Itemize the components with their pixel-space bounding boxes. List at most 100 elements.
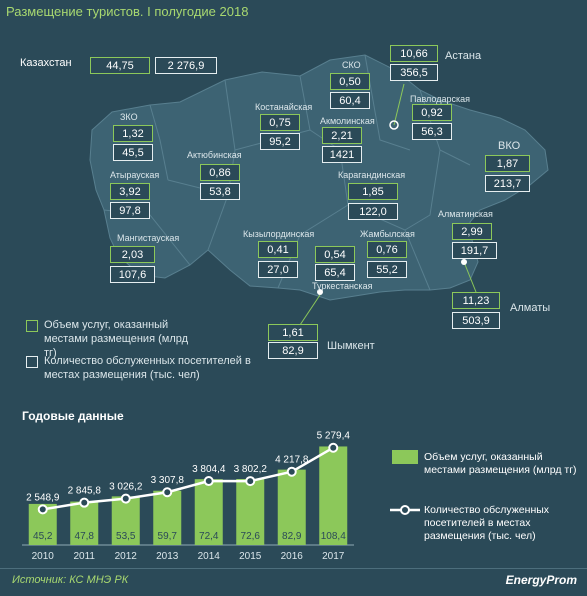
- vko-label: ВКО: [498, 140, 521, 152]
- almaty-marker: [461, 259, 467, 265]
- almaty-visitors: 503,9: [452, 312, 500, 329]
- page-title: Размещение туристов. I полугодие 2018: [6, 4, 249, 19]
- zhambyl-visitors: 55,2: [367, 261, 407, 278]
- kazakhstan-visitors: 2 276,9: [155, 57, 217, 74]
- pavlodar-services: 0,92: [412, 104, 452, 121]
- almaty-region-services: 2,99: [452, 223, 492, 240]
- karaganda-label: Карагандинская: [338, 170, 406, 180]
- shymkent-visitors: 82,9: [268, 342, 318, 359]
- kazakhstan-label: Казахстан: [20, 57, 72, 69]
- kostanay-visitors: 95,2: [260, 133, 300, 150]
- mangystau-services: 2,03: [110, 246, 155, 263]
- line-label-2011: 2 845,8: [68, 486, 102, 497]
- zko-services: 1,32: [113, 125, 153, 142]
- chart-legend-line-point: [400, 505, 410, 515]
- shymkent-services: 1,61: [268, 324, 318, 341]
- bar-label-2017: 108,4: [321, 531, 346, 542]
- bar-2017: [319, 446, 348, 545]
- tick-label-2014: 2014: [198, 551, 221, 562]
- bar-2012: [111, 496, 140, 545]
- astana-services: 10,66: [390, 45, 438, 62]
- line-label-2015: 3 802,2: [234, 464, 268, 475]
- tick-label-2012: 2012: [115, 551, 138, 562]
- bar-label-2014: 72,4: [199, 531, 219, 542]
- atyrau-label: Атырауская: [110, 170, 160, 180]
- turkestan-label: Туркестанская: [312, 281, 373, 291]
- almaty-leader: [463, 261, 477, 293]
- chart-legend-bar-swatch: [392, 450, 418, 464]
- tick-label-2011: 2011: [73, 551, 95, 562]
- line-label-2012: 3 026,2: [109, 482, 143, 493]
- almaty-services: 11,23: [452, 292, 500, 309]
- vko-services: 1,87: [485, 155, 530, 172]
- bar-label-2011: 47,8: [75, 531, 95, 542]
- bar-label-2016: 82,9: [282, 531, 302, 542]
- tick-label-2016: 2016: [281, 551, 304, 562]
- annual-chart: 45,2 2010 47,8 2011 53,5 2012 59,7 2013 72,4 2014…: [22, 431, 577, 562]
- line-point-2015: [245, 476, 256, 487]
- mangystau-label: Мангистауская: [117, 233, 180, 243]
- source-note: Источник: КС МНЭ РК: [12, 574, 129, 586]
- zko-label: ЗКО: [120, 112, 138, 122]
- karaganda-visitors: 122,0: [348, 203, 398, 220]
- bar-label-2010: 45,2: [33, 531, 53, 542]
- aktobe-label: Актюбинская: [187, 150, 242, 160]
- line-point-2010: [37, 504, 48, 515]
- kostanay-services: 0,75: [260, 114, 300, 131]
- atyrau-visitors: 97,8: [110, 202, 150, 219]
- tick-label-2013: 2013: [156, 551, 179, 562]
- kostanay-label: Костанайская: [255, 102, 313, 112]
- line-label-2014: 3 804,4: [192, 464, 226, 475]
- line-label-2017: 5 279,4: [317, 431, 351, 442]
- almaty-label: Алматы: [510, 302, 551, 314]
- shymkent-label: Шымкент: [327, 340, 375, 352]
- bar-2015: [236, 479, 265, 545]
- map-section: Казахстан 44,75 2 276,9 10,66 Астана 356…: [20, 45, 551, 381]
- bar-label-2012: 53,5: [116, 531, 136, 542]
- turkestan-services: 0,54: [315, 246, 355, 263]
- legend-services: Объем услуг, оказанный местами размещени…: [44, 319, 189, 359]
- akmola-services: 2,21: [322, 127, 362, 144]
- annual-chart-title: Годовые данные: [22, 409, 124, 423]
- akmola-visitors: 1421: [322, 146, 362, 163]
- bar-label-2015: 72,6: [241, 531, 261, 542]
- zhambyl-label: Жамбылская: [360, 229, 415, 239]
- legend-services-swatch: [26, 320, 38, 332]
- kyzylorda-services: 0,41: [258, 241, 298, 258]
- bar-label-2013: 59,7: [158, 531, 178, 542]
- line-point-2017: [328, 442, 339, 453]
- almaty-region-label: Алматинская: [438, 209, 493, 219]
- bar-2014: [194, 479, 223, 545]
- line-point-2011: [79, 497, 90, 508]
- shymkent-leader: [299, 294, 321, 326]
- sko-services: 0,50: [330, 73, 370, 90]
- astana-label: Астана: [445, 50, 482, 62]
- line-label-2016: 4 217,8: [275, 455, 309, 466]
- aktobe-visitors: 53,8: [200, 183, 240, 200]
- akmola-label: Акмолинская: [320, 116, 375, 126]
- atyrau-services: 3,92: [110, 183, 150, 200]
- astana-marker: [389, 120, 399, 130]
- legend-visitors: Количество обслуженных посетителей в мес…: [44, 355, 251, 381]
- vko-visitors: 213,7: [485, 175, 530, 192]
- tick-label-2017: 2017: [322, 551, 345, 562]
- kyzylorda-label: Кызылординская: [243, 229, 315, 239]
- bar-2013: [153, 490, 182, 545]
- turkestan-visitors: 65,4: [315, 264, 355, 281]
- footer-divider: [0, 568, 587, 569]
- sko-visitors: 60,4: [330, 92, 370, 109]
- kazakhstan-services: 44,75: [90, 57, 150, 74]
- shymkent-marker: [317, 289, 323, 295]
- chart-legend-bar-label: Объем услуг, оказанный местами размещения…: [424, 451, 577, 476]
- sko-label: СКО: [342, 60, 361, 70]
- visitors-line: [42, 446, 334, 511]
- aktobe-services: 0,86: [200, 164, 240, 181]
- line-label-2013: 3 307,8: [151, 475, 185, 486]
- legend-visitors-swatch: [26, 356, 38, 368]
- kyzylorda-visitors: 27,0: [258, 261, 298, 278]
- tick-label-2010: 2010: [32, 551, 55, 562]
- karaganda-services: 1,85: [348, 183, 398, 200]
- astana-leader: [393, 83, 405, 126]
- zhambyl-services: 0,76: [367, 241, 407, 258]
